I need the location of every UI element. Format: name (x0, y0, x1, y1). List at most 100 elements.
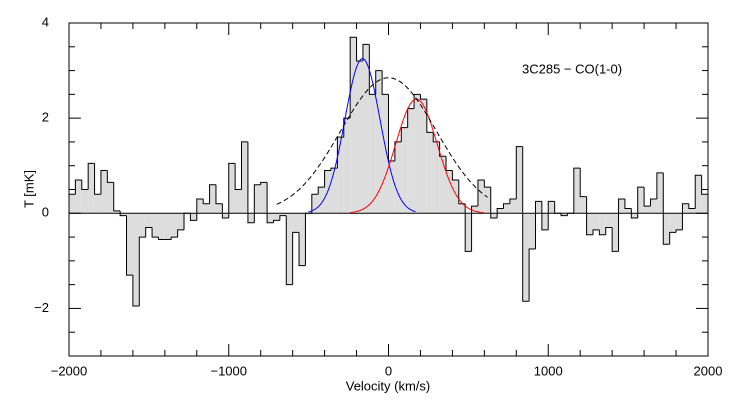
bar (369, 94, 376, 214)
step-outline (317, 186, 325, 195)
bar (644, 206, 651, 214)
step-outline (311, 193, 319, 214)
step-outline (419, 94, 427, 100)
bar (177, 213, 185, 230)
bar (267, 213, 274, 223)
bar (580, 196, 587, 214)
step-outline (253, 184, 261, 223)
x-tick-label: −1000 (210, 363, 247, 378)
step-outline (375, 70, 383, 95)
bar (503, 203, 510, 214)
step-outline (279, 215, 287, 221)
bar (260, 182, 268, 214)
bar (439, 156, 447, 214)
bar (279, 213, 287, 216)
step-outline (189, 213, 197, 221)
bar (586, 213, 593, 235)
step-outline (688, 203, 696, 210)
step-outline (637, 186, 645, 219)
step-outline (573, 167, 581, 214)
step-outline (541, 201, 549, 231)
step-outline (126, 215, 133, 276)
step-outline (490, 187, 498, 219)
x-tick-label: 0 (385, 363, 392, 378)
step-outline (675, 229, 683, 233)
step-outline (681, 203, 689, 230)
bar (196, 199, 204, 214)
bar (516, 146, 523, 214)
bar (561, 213, 568, 216)
bar (701, 194, 708, 214)
step-outline (381, 70, 389, 95)
step-outline (662, 172, 670, 245)
step-outline (669, 231, 677, 245)
step-outline (515, 146, 523, 200)
step-outline (471, 205, 478, 252)
step-outline (503, 203, 510, 209)
step-outline (266, 182, 274, 224)
bar (350, 37, 357, 214)
step-outline (630, 208, 638, 219)
bar (337, 137, 344, 214)
step-outline (356, 37, 363, 62)
bar (631, 213, 638, 219)
bar (132, 213, 140, 307)
step-outline (426, 99, 434, 133)
bar (311, 194, 319, 214)
step-outline (298, 232, 306, 267)
bar (75, 179, 82, 214)
step-outline (483, 179, 491, 188)
y-axis-label: T [mK] (21, 170, 36, 208)
step-outline (324, 169, 331, 188)
annotation: 3C285 − CO(1-0) (522, 61, 622, 76)
fit-curve (308, 58, 416, 213)
x-axis-label: Velocity (km/s) (346, 378, 431, 393)
step-outline (496, 208, 504, 219)
bar (676, 213, 683, 230)
step-outline (598, 229, 606, 236)
bar (509, 199, 517, 214)
step-outline (618, 198, 625, 252)
bar (529, 213, 536, 249)
bar (375, 70, 383, 214)
x-tick-label: 2000 (694, 363, 723, 378)
bar (401, 127, 408, 214)
bar (663, 213, 670, 245)
step-outline (439, 141, 447, 157)
bar (414, 94, 421, 214)
bar (273, 213, 280, 221)
step-outline (605, 227, 613, 235)
step-outline (94, 163, 101, 195)
bar (592, 213, 600, 230)
step-outline (445, 156, 453, 171)
step-outline (113, 182, 121, 212)
bar (490, 213, 498, 219)
bar (113, 210, 121, 214)
step-outline (611, 227, 619, 252)
bar (318, 187, 325, 214)
bar (171, 213, 178, 238)
y-tick-label: −2 (34, 300, 49, 315)
bar (420, 99, 427, 214)
bar (388, 160, 395, 214)
step-outline (145, 227, 153, 238)
step-outline (464, 203, 472, 252)
step-outline (509, 198, 517, 204)
bar (471, 206, 478, 214)
step-outline (451, 170, 459, 181)
step-outline (151, 227, 159, 238)
bar (356, 61, 363, 214)
bar (382, 94, 389, 214)
bar (292, 213, 300, 233)
bar (446, 170, 453, 214)
step-outline (202, 199, 210, 205)
bar (158, 213, 165, 240)
step-outline (560, 213, 568, 217)
bar (120, 213, 127, 216)
bar (458, 203, 466, 214)
bar (139, 213, 146, 238)
step-outline (643, 187, 651, 207)
step-outline (234, 163, 242, 190)
bar (541, 213, 549, 230)
y-tick-label: 0 (42, 205, 49, 220)
